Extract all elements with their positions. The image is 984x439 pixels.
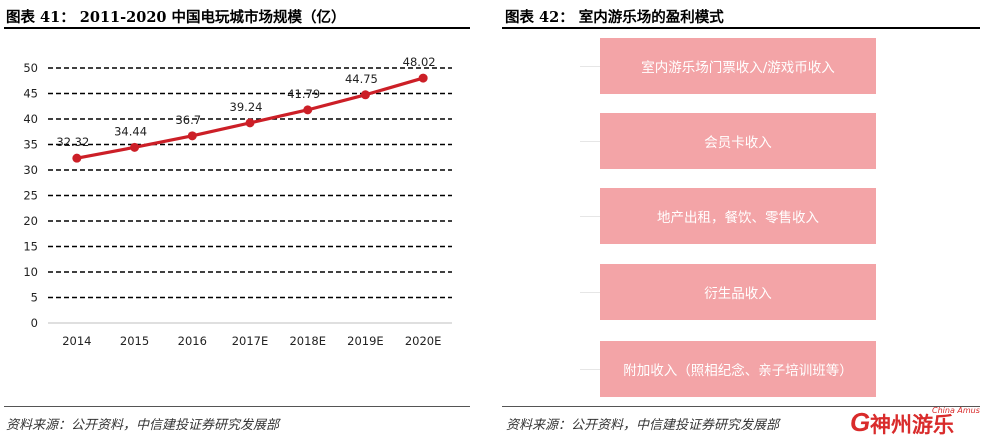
right-footer-rule (502, 406, 980, 407)
x-tick-label: 2017E (232, 334, 269, 348)
connector-line (580, 141, 600, 142)
revenue-box-label: 附加收入（照相纪念、亲子培训班等） (623, 363, 853, 379)
revenue-box-rental-catering: 地产出租，餐饮、零售收入 (600, 188, 876, 244)
data-point (72, 153, 82, 163)
x-tick-label: 2018E (289, 334, 326, 348)
left-footer-rule (4, 406, 470, 407)
revenue-box-membership: 会员卡收入 (600, 113, 876, 169)
x-tick-label: 2019E (347, 334, 384, 348)
connector-line (580, 216, 600, 217)
left-title-rule (4, 27, 470, 29)
y-axis-ticks: 0 5 10 15 20 25 30 35 40 45 50 (23, 61, 38, 330)
y-tick-label: 35 (23, 138, 38, 152)
logo-letter-g: G (850, 407, 870, 436)
revenue-box-merchandise: 衍生品收入 (600, 264, 876, 320)
revenue-box-label: 会员卡收入 (704, 135, 772, 151)
x-tick-label: 2016 (178, 334, 207, 348)
right-title-rule (502, 27, 980, 29)
series-points (72, 73, 428, 163)
data-point (303, 105, 313, 115)
y-tick-label: 15 (23, 240, 38, 254)
connector-line (580, 292, 600, 293)
y-tick-label: 40 (23, 112, 38, 126)
revenue-box-label: 室内游乐场门票收入/游戏币收入 (641, 60, 835, 76)
series-line (76, 76, 424, 160)
y-tick-label: 50 (23, 61, 38, 75)
revenue-box-tickets: 室内游乐场门票收入/游戏币收入 (600, 38, 876, 94)
logo-subtext: China Amuse (932, 406, 980, 415)
data-label: 39.24 (230, 100, 263, 114)
x-tick-label: 2015 (120, 334, 149, 348)
y-tick-label: 0 (31, 316, 38, 330)
x-axis-ticks: 2014 2015 2016 2017E 2018E 2019E 2020E (62, 334, 441, 348)
y-tick-label: 5 (31, 291, 38, 305)
y-tick-label: 10 (23, 265, 38, 279)
y-tick-label: 45 (23, 87, 38, 101)
data-point (130, 142, 140, 152)
data-label: 41.79 (287, 87, 320, 101)
x-tick-label: 2020E (405, 334, 442, 348)
logo-text: 神州游乐 (870, 413, 954, 436)
y-tick-label: 25 (23, 189, 38, 203)
chart-title: 图表 41： 2011-2020 中国电玩城市场规模（亿） (6, 9, 346, 26)
watermark-logo: G 神州游乐 China Amuse (850, 406, 980, 436)
series-line-path (76, 76, 424, 160)
data-point (245, 118, 255, 128)
left-source-note: 资料来源：公开资料，中信建投证券研究发展部 (6, 418, 280, 433)
diagram-title: 图表 42： 室内游乐场的盈利模式 (505, 9, 724, 26)
data-point (360, 90, 370, 100)
y-tick-label: 20 (23, 214, 38, 228)
revenue-box-label: 地产出租，餐饮、零售收入 (657, 210, 819, 226)
data-point (418, 73, 428, 83)
data-label: 32.32 (56, 135, 89, 149)
data-label: 36.7 (175, 113, 201, 127)
y-tick-label: 30 (23, 163, 38, 177)
data-label: 34.44 (114, 124, 147, 138)
data-label: 44.75 (345, 72, 378, 86)
connector-line (580, 66, 600, 67)
revenue-box-additional: 附加收入（照相纪念、亲子培训班等） (600, 341, 876, 397)
connector-line (580, 369, 600, 370)
data-label: 48.02 (403, 55, 436, 69)
revenue-box-label: 衍生品收入 (704, 286, 772, 302)
data-point (187, 131, 197, 141)
x-tick-label: 2014 (62, 334, 91, 348)
data-labels: 32.32 34.44 36.7 39.24 41.79 44.75 48.02 (56, 55, 435, 149)
right-source-note: 资料来源：公开资料，中信建投证券研究发展部 (506, 418, 780, 433)
